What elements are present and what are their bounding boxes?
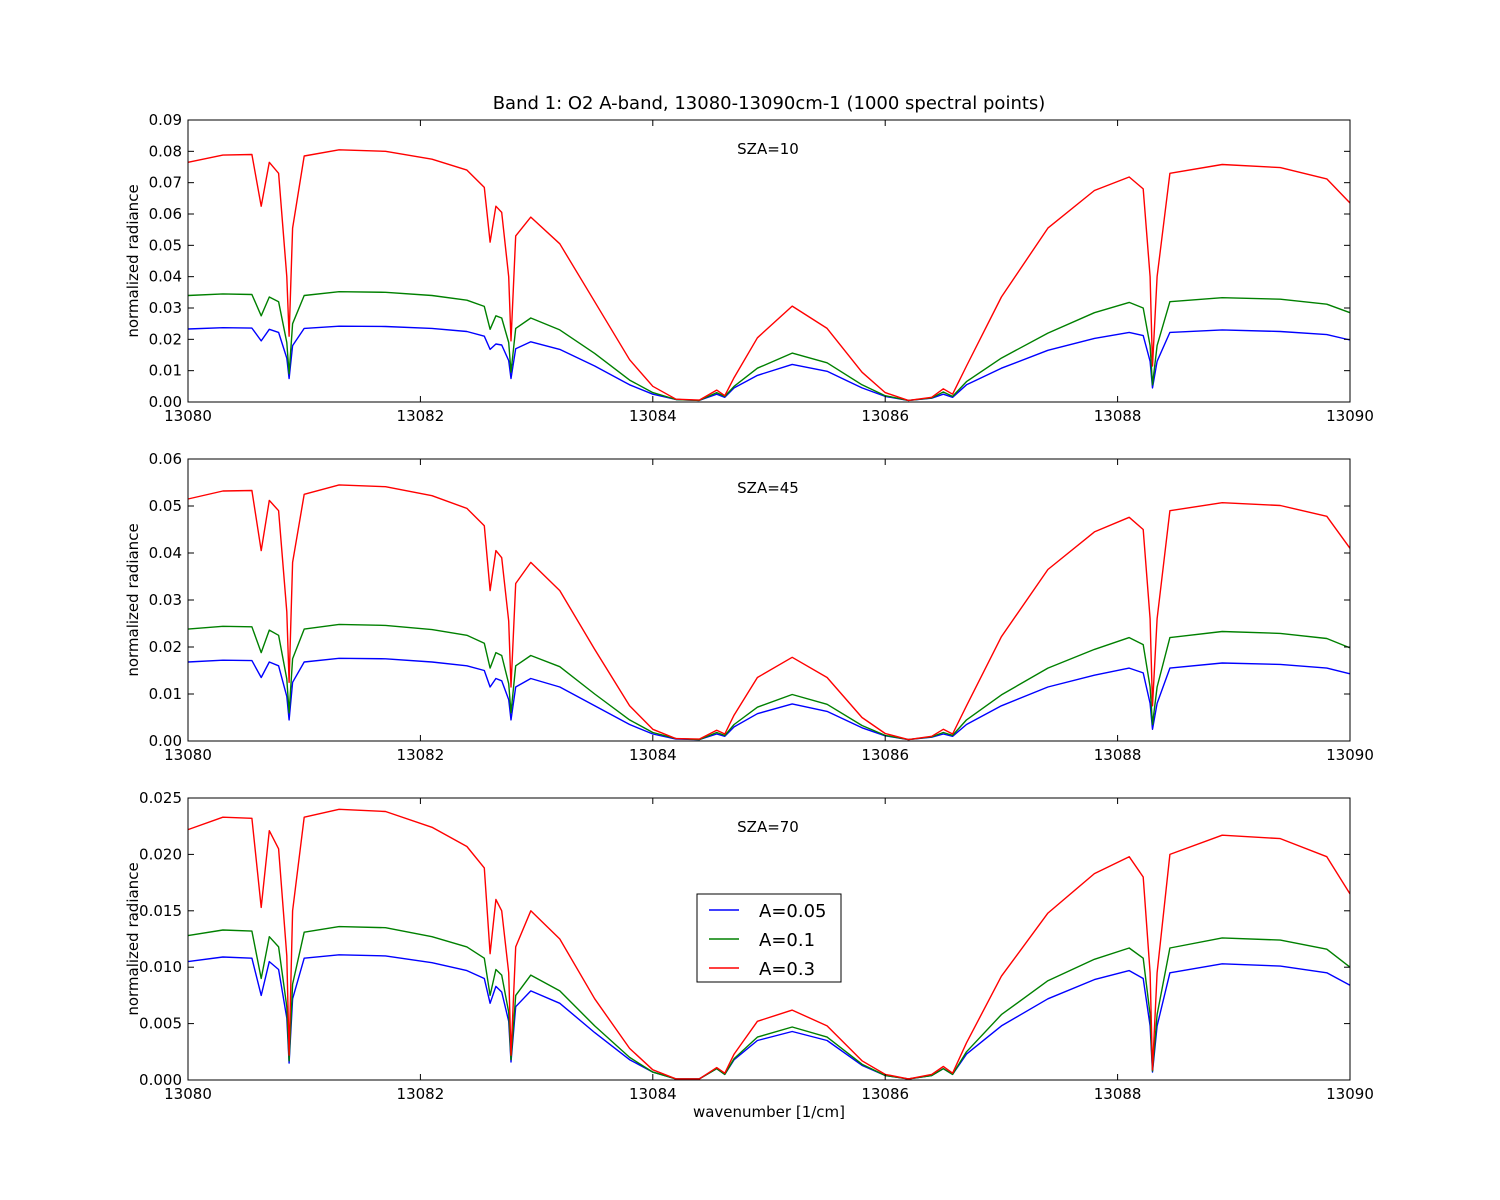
x-tick-label: 13086 (861, 1085, 909, 1103)
x-tick-label: 13082 (397, 746, 445, 764)
panel-annotation: SZA=45 (737, 479, 799, 497)
x-tick-label: 13084 (629, 746, 677, 764)
axes-frame (187, 119, 1351, 403)
y-tick-label: 0.04 (149, 268, 182, 286)
x-axis-label: wavenumber [1/cm] (693, 1103, 845, 1121)
x-tick-label: 13090 (1326, 746, 1374, 764)
y-tick-label: 0.01 (149, 685, 182, 703)
axes-frame (187, 458, 1351, 742)
x-tick-label: 13088 (1094, 1085, 1142, 1103)
x-tick-label: 13082 (397, 407, 445, 425)
y-tick-label: 0.00 (149, 393, 182, 411)
y-axis-label: normalized radiance (124, 523, 142, 676)
y-tick-label: 0.05 (149, 236, 182, 254)
series-line-a-0-1 (187, 623, 1351, 741)
x-tick-label: 13084 (629, 1085, 677, 1103)
y-tick-label: 0.000 (139, 1071, 182, 1089)
y-tick-label: 0.015 (139, 902, 182, 920)
x-tick-label: 13088 (1094, 746, 1142, 764)
y-tick-label: 0.06 (149, 450, 182, 468)
panel-1: 0.00 0.01 0.02 0.03 0.04 0.05 0.06 0.07 0.08 0.09… (124, 111, 1374, 425)
y-tick-label: 0.005 (139, 1015, 182, 1033)
y-tick-label: 0.01 (149, 362, 182, 380)
panels: 0.00 0.01 0.02 0.03 0.04 0.05 0.06 0.07 0.08 0.09… (124, 111, 1374, 1103)
y-axis-label: normalized radiance (124, 184, 142, 337)
x-tick-label: 13080 (164, 1085, 212, 1103)
legend-label: A=0.3 (759, 959, 815, 980)
axes-frame (187, 797, 1351, 1081)
series-line-a-0-3 (187, 808, 1351, 1080)
x-tick-label: 13080 (164, 746, 212, 764)
y-tick-label: 0.02 (149, 330, 182, 348)
legend: A=0.05 A=0.1 A=0.3 (696, 893, 842, 983)
x-tick-label: 13086 (861, 746, 909, 764)
x-tick-label: 13084 (629, 407, 677, 425)
y-tick-label: 0.07 (149, 174, 182, 192)
x-tick-label: 13080 (164, 407, 212, 425)
x-tick-label: 13086 (861, 407, 909, 425)
y-tick-label: 0.020 (139, 845, 182, 863)
x-tick-label: 13088 (1094, 407, 1142, 425)
panel-2: 0.00 0.01 0.02 0.03 0.04 0.05 0.06 13080 13082 13… (124, 450, 1374, 764)
panel-3: 0.000 0.005 0.010 0.015 0.020 0.025 13080 13082… (124, 789, 1374, 1103)
series-line-a-0-3 (187, 484, 1351, 741)
y-tick-label: 0.010 (139, 958, 182, 976)
chart-title: Band 1: O2 A-band, 13080-13090cm-1 (1000… (493, 93, 1046, 114)
y-tick-label: 0.06 (149, 205, 182, 223)
series-line-a-0-1 (187, 291, 1351, 402)
y-axis-label: normalized radiance (124, 862, 142, 1015)
y-tick-label: 0.04 (149, 544, 182, 562)
y-tick-label: 0.05 (149, 497, 182, 515)
series-line-a-0-3 (187, 149, 1351, 402)
y-tick-label: 0.08 (149, 142, 182, 160)
y-tick-label: 0.03 (149, 299, 182, 317)
y-tick-label: 0.025 (139, 789, 182, 807)
y-tick-label: 0.00 (149, 732, 182, 750)
x-tick-label: 13090 (1326, 1085, 1374, 1103)
y-tick-label: 0.02 (149, 638, 182, 656)
panel-annotation: SZA=70 (737, 818, 799, 836)
x-tick-label: 13082 (397, 1085, 445, 1103)
x-tick-label: 13090 (1326, 407, 1374, 425)
legend-label: A=0.1 (759, 930, 815, 951)
panel-annotation: SZA=10 (737, 140, 799, 158)
y-tick-label: 0.03 (149, 591, 182, 609)
legend-label: A=0.05 (759, 901, 826, 922)
y-tick-label: 0.09 (149, 111, 182, 129)
